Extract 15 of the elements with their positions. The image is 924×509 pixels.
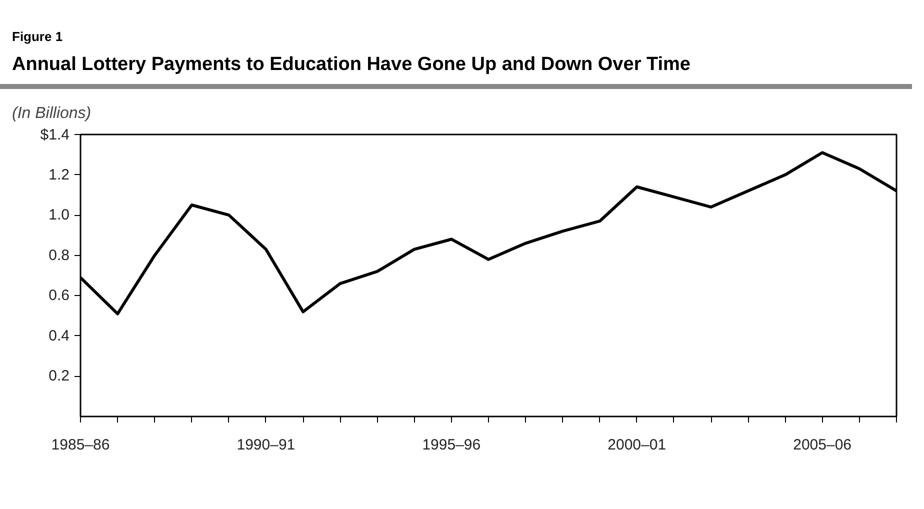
x-tick-label: 1985–86 [51,436,110,454]
y-tick-label: 0.2 [48,367,70,384]
y-tick-label: 0.4 [48,326,70,344]
y-tick-label: 0.6 [48,286,70,304]
chart-subtitle: (In Billions) [12,104,92,124]
y-tick-label: 1.0 [48,206,70,224]
x-tick-label: 1995–96 [422,436,481,454]
y-tick-label: 1.2 [48,166,70,183]
y-tick-label: 0.8 [48,246,70,264]
x-tick-label: 2000–01 [608,436,666,454]
x-tick-label: 2005–06 [793,436,852,454]
y-tick-label: $1.4 [40,126,70,144]
caption: Figure 1 [12,28,63,46]
chart-title: Annual Lottery Payments to Education Have Gone Up and Down Over Time [12,52,690,77]
x-tick-label: 1990–91 [236,436,296,454]
